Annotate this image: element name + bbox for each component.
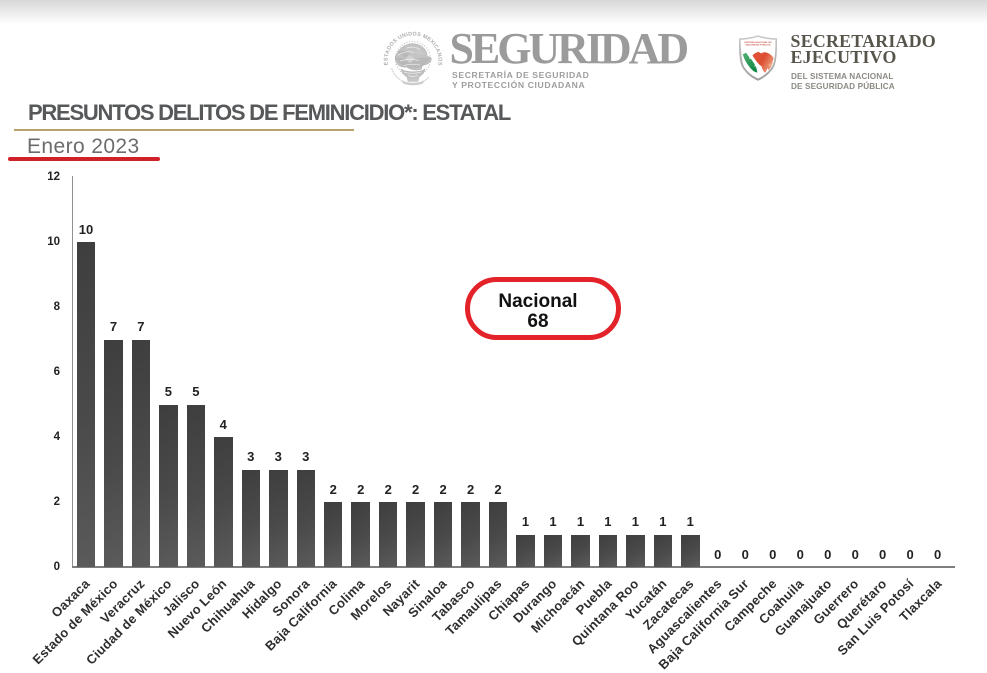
svg-text:SISTEMA NACIONAL DE: SISTEMA NACIONAL DE: [744, 40, 772, 43]
svg-text:SEGURIDAD PÚBLICA: SEGURIDAD PÚBLICA: [745, 43, 770, 46]
